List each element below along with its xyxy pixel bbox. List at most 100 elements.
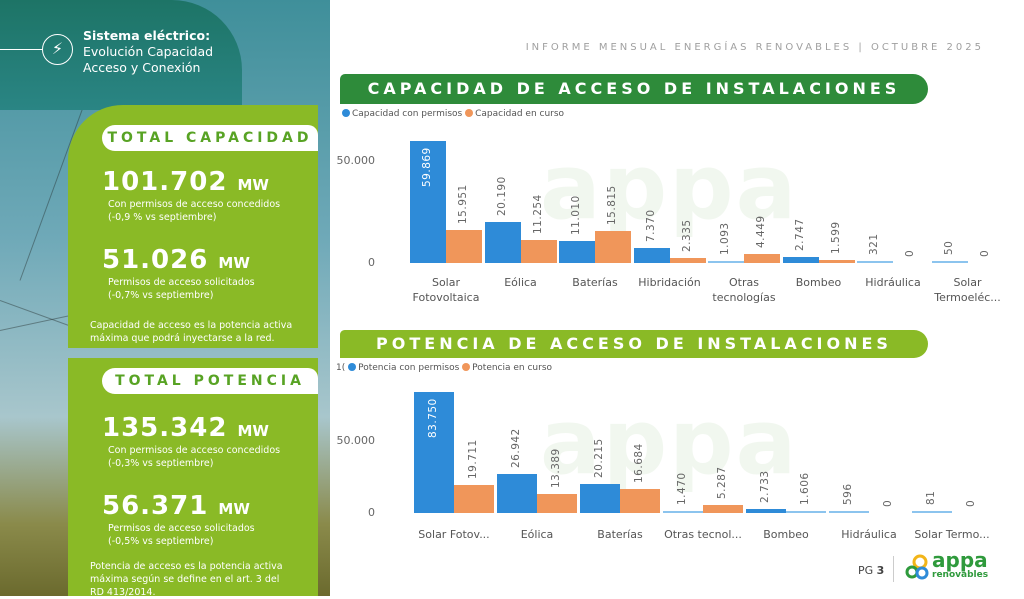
page-number: PG 3 xyxy=(858,564,885,577)
potencia-solicitada-value: 56.371 MW xyxy=(102,491,250,521)
value-label: 81 xyxy=(925,490,937,505)
value-label: 15.815 xyxy=(606,184,618,225)
value-label: 83.750 xyxy=(427,398,439,439)
bar-con-permisos[interactable] xyxy=(912,511,952,513)
bar-con-permisos[interactable] xyxy=(782,257,819,263)
chart2-legend: 1( Potencia con permisos Potencia en cur… xyxy=(336,363,552,373)
footer-divider xyxy=(893,556,894,582)
bar-con-permisos[interactable] xyxy=(829,511,869,513)
potencia-concedida-value: 135.342 MW xyxy=(102,413,269,443)
potencia-concedida-desc: Con permisos de acceso concedidos (-0,3% … xyxy=(108,445,281,469)
value-label: 321 xyxy=(868,233,880,255)
category-label: Solar Termoeléc... xyxy=(934,276,1001,304)
chart2-title: POTENCIA DE ACCESO DE INSTALACIONES (MW) xyxy=(340,330,928,381)
section-title-line3: Acceso y Conexión xyxy=(83,60,201,75)
total-potencia-panel: TOTAL POTENCIA 135.342 MW Con permisos d… xyxy=(68,358,318,598)
bar-en-curso[interactable] xyxy=(786,510,826,513)
capacidad-solicitada-desc: Permisos de acceso solicitados (-0,7% vs … xyxy=(108,277,255,301)
total-capacidad-panel: TOTAL CAPACIDAD 101.702 MW Con permisos … xyxy=(68,105,318,348)
capacidad-solicitada-value: 51.026 MW xyxy=(102,245,250,275)
y-tick-label: 50.000 xyxy=(336,434,376,447)
bar-con-permisos[interactable] xyxy=(414,392,454,513)
bar-en-curso[interactable] xyxy=(620,488,660,513)
bar-en-curso[interactable] xyxy=(744,253,780,263)
value-label: 59.869 xyxy=(421,147,433,187)
value-label: 2.747 xyxy=(793,218,806,252)
legend-prefix: 1( xyxy=(336,363,346,373)
category-label: Otras tecnologías xyxy=(712,276,776,304)
bar-en-curso[interactable] xyxy=(818,259,855,263)
y-tick-label: 0 xyxy=(368,256,375,269)
bar-en-curso[interactable] xyxy=(595,230,631,263)
section-title-line2: Evolución Capacidad xyxy=(83,44,214,59)
bar-con-permisos[interactable] xyxy=(559,240,595,263)
value-label: 2.733 xyxy=(759,470,771,504)
bar-en-curso[interactable] xyxy=(454,484,494,513)
bar-en-curso[interactable] xyxy=(669,258,706,263)
value-label: 1.470 xyxy=(676,472,688,505)
bar-con-permisos[interactable] xyxy=(580,483,620,513)
value-label: 19.711 xyxy=(467,438,479,479)
category-label: Bombeo xyxy=(795,276,842,289)
bar-en-curso[interactable] xyxy=(520,240,557,263)
category-label: Solar Fotov... xyxy=(418,528,490,541)
capacidad-concedida-value: 101.702 MW xyxy=(102,167,269,197)
legend-item: Capacidad con permisos xyxy=(352,109,463,119)
bar-con-permisos[interactable] xyxy=(857,261,893,263)
value-label: 1.093 xyxy=(719,222,731,255)
value-label: 1.599 xyxy=(829,221,842,254)
category-label: Hibridación xyxy=(638,276,701,289)
bar-con-permisos[interactable] xyxy=(931,261,968,263)
panel-title: TOTAL POTENCIA xyxy=(102,368,318,394)
chart1-title: CAPACIDAD DE ACCESO DE INSTALACIONES (MW… xyxy=(340,74,928,128)
legend-dot-blue xyxy=(342,109,350,117)
value-label: 0 xyxy=(882,499,894,507)
section-title: Sistema eléctrico: Evolución Capacidad A… xyxy=(83,28,213,76)
legend-dot-blue xyxy=(348,363,357,371)
category-label: Eólica xyxy=(520,528,554,541)
value-label: 11.254 xyxy=(531,194,544,235)
value-label: 11.010 xyxy=(570,194,582,235)
chart2-plot: 0 50.000 83.750 19.711 Solar Fotov... 26.942 1… xyxy=(330,370,1010,550)
y-tick-label: 0 xyxy=(368,506,375,519)
category-label: Hidráulica xyxy=(865,276,921,289)
bar-con-permisos[interactable] xyxy=(410,140,446,263)
value-label: 2.335 xyxy=(680,219,693,253)
value-label: 5.287 xyxy=(716,466,728,500)
bar-con-permisos[interactable] xyxy=(663,510,703,513)
bar-en-curso[interactable] xyxy=(703,505,743,513)
potencia-solicitada-desc: Permisos de acceso solicitados (-0,5% vs … xyxy=(108,523,255,547)
legend-item: Potencia con permisos xyxy=(358,363,460,373)
report-header: INFORME MENSUAL ENERGÍAS RENOVABLES | OC… xyxy=(525,42,984,53)
capacidad-concedida-desc: Con permisos de acceso concedidos (-0,9 %… xyxy=(108,199,281,223)
bar-con-permisos[interactable] xyxy=(746,509,786,513)
legend-item: Capacidad en curso xyxy=(475,109,565,119)
value-label: 13.389 xyxy=(550,447,562,488)
bar-con-permisos[interactable] xyxy=(484,221,521,263)
value-label: 4.449 xyxy=(755,215,767,248)
value-label: 7.370 xyxy=(644,209,657,242)
value-label: 20.190 xyxy=(495,176,508,216)
category-label: Hidráulica xyxy=(841,528,897,541)
category-label: Bombeo xyxy=(763,528,809,541)
bar-con-permisos[interactable] xyxy=(497,474,537,513)
chart1-legend: Capacidad con permisos Capacidad en curs… xyxy=(342,109,564,119)
appa-watermark: appa xyxy=(540,390,799,495)
bar-en-curso[interactable] xyxy=(446,230,482,263)
logo-subtext: renovables xyxy=(932,570,989,580)
logo-text: appa xyxy=(932,548,988,572)
category-label: Baterías xyxy=(572,276,618,289)
panel-title: TOTAL CAPACIDAD xyxy=(102,125,318,151)
bar-con-permisos[interactable] xyxy=(708,260,744,263)
value-label: 15.951 xyxy=(457,184,469,225)
value-label: 50 xyxy=(942,240,955,255)
appa-watermark: appa xyxy=(540,135,799,240)
value-label: 1.606 xyxy=(799,472,811,505)
value-label: 596 xyxy=(842,483,854,505)
bar-con-permisos[interactable] xyxy=(633,247,670,263)
section-title-bold: Sistema eléctrico: xyxy=(83,28,211,43)
legend-dot-orange xyxy=(462,363,471,371)
potencia-note: Potencia de acceso es la potencia activa… xyxy=(90,561,283,598)
bar-en-curso[interactable] xyxy=(537,493,577,513)
power-tower-icon: ⚡ xyxy=(42,34,73,65)
